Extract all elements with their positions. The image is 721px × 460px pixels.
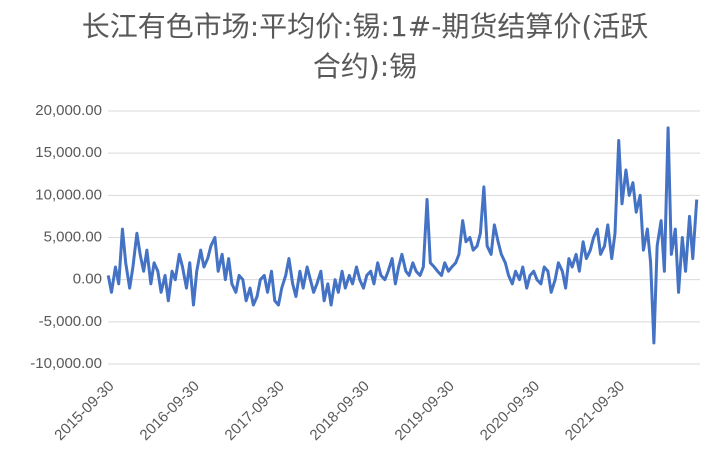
x-tick-label: 2017-09-30 <box>222 378 288 444</box>
y-tick-label: -5,000.00 <box>39 313 102 330</box>
y-tick-label: 0.00 <box>73 271 102 288</box>
x-tick-label: 2018-09-30 <box>307 378 373 444</box>
x-tick-label: 2015-09-30 <box>51 378 117 444</box>
y-tick-label: 5,000.00 <box>44 228 102 245</box>
y-tick-label: 10,000.00 <box>35 186 102 203</box>
y-tick-label: 20,000.00 <box>35 102 102 119</box>
y-tick-label: 15,000.00 <box>35 144 102 161</box>
x-tick-label: 2021-09-30 <box>562 378 628 444</box>
chart-title: 合约):锡 <box>313 50 417 83</box>
y-tick-label: -10,000.00 <box>30 355 102 372</box>
x-tick-label: 2019-09-30 <box>392 378 458 444</box>
chart-title: 长江有色市场:平均价:锡:1#-期货结算价(活跃 <box>82 10 649 43</box>
x-tick-label: 2020-09-30 <box>477 378 543 444</box>
data-line <box>106 126 699 345</box>
x-tick-label: 2016-09-30 <box>137 378 203 444</box>
